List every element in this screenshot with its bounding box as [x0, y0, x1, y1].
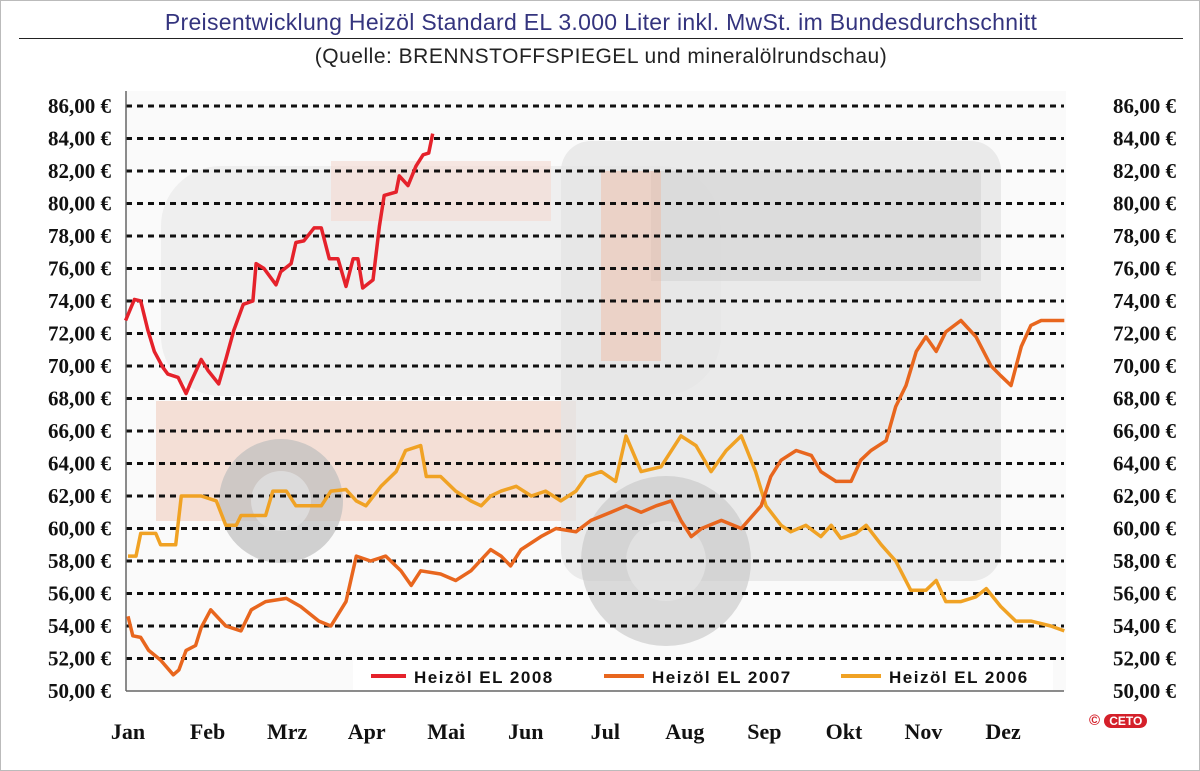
x-tick-label: Jul: [591, 719, 620, 744]
y-tick-label-left: 84,00 €: [48, 127, 112, 151]
y-tick-label-left: 54,00 €: [48, 614, 112, 638]
y-tick-label-left: 76,00 €: [48, 257, 112, 281]
y-tick-label-right: 76,00 €: [1113, 257, 1177, 281]
truck-background-image: [126, 91, 1066, 691]
y-tick-label-right: 56,00 €: [1113, 582, 1177, 606]
legend-label-2007: Heizöl EL 2007: [652, 668, 792, 687]
y-tick-label-right: 78,00 €: [1113, 224, 1177, 248]
x-tick-label: Jun: [508, 719, 543, 744]
series-line-2008: [123, 133, 435, 396]
y-tick-label-right: 50,00 €: [1113, 679, 1177, 703]
y-tick-label-left: 58,00 €: [48, 549, 112, 573]
legend-label-2006: Heizöl EL 2006: [889, 668, 1029, 687]
x-tick-label: Mai: [427, 719, 465, 744]
legend: Heizöl EL 2008 Heizöl EL 2007 Heizöl EL …: [353, 660, 1053, 690]
x-tick-label: Nov: [905, 719, 943, 744]
y-tick-label-right: 54,00 €: [1113, 614, 1177, 638]
x-tick-label: Aug: [665, 719, 704, 744]
y-tick-label-right: 66,00 €: [1113, 419, 1177, 443]
y-tick-label-left: 62,00 €: [48, 484, 112, 508]
copyright-logo: © CETO: [1089, 712, 1148, 729]
y-tick-label-right: 60,00 €: [1113, 517, 1177, 541]
x-tick-label: Feb: [190, 719, 225, 744]
title-underline: [19, 38, 1183, 39]
y-tick-label-right: 68,00 €: [1113, 387, 1177, 411]
y-tick-label-right: 58,00 €: [1113, 549, 1177, 573]
y-tick-label-left: 64,00 €: [48, 452, 112, 476]
series-line-2007: [126, 318, 1065, 677]
chart-subtitle: (Quelle: BRENNSTOFFSPIEGEL und mineralöl…: [314, 45, 888, 68]
y-tick-label-right: 82,00 €: [1113, 159, 1177, 183]
series-line-2006: [128, 434, 1065, 633]
chart-title: Preisentwicklung Heizöl Standard EL 3.00…: [164, 9, 1038, 35]
x-tick-label: Sep: [747, 719, 781, 744]
y-tick-label-left: 66,00 €: [48, 419, 112, 443]
y-tick-label-right: 72,00 €: [1113, 322, 1177, 346]
y-tick-label-left: 72,00 €: [48, 322, 112, 346]
legend-box: [353, 660, 1053, 690]
y-tick-label-left: 70,00 €: [48, 354, 112, 378]
y-tick-label-left: 80,00 €: [48, 192, 112, 216]
y-tick-label-left: 86,00 €: [48, 94, 112, 118]
legend-label-2008: Heizöl EL 2008: [414, 668, 554, 687]
y-tick-label-right: 84,00 €: [1113, 127, 1177, 151]
y-tick-label-right: 62,00 €: [1113, 484, 1177, 508]
y-tick-label-right: 70,00 €: [1113, 354, 1177, 378]
copyright-icon: ©: [1089, 712, 1101, 729]
logo-text: CETO: [1104, 714, 1148, 728]
y-tick-label-right: 86,00 €: [1113, 94, 1177, 118]
x-tick-label: Mrz: [267, 719, 308, 744]
x-tick-label: Jan: [111, 719, 145, 744]
x-tick-label: Apr: [348, 719, 386, 744]
y-tick-label-left: 68,00 €: [48, 387, 112, 411]
y-tick-label-left: 82,00 €: [48, 159, 112, 183]
x-tick-label: Dez: [985, 719, 1021, 744]
y-tick-label-left: 50,00 €: [48, 679, 112, 703]
y-tick-label-left: 56,00 €: [48, 582, 112, 606]
x-tick-label: Okt: [826, 719, 863, 744]
y-tick-label-right: 52,00 €: [1113, 647, 1177, 671]
y-tick-label-left: 60,00 €: [48, 517, 112, 541]
y-tick-label-right: 74,00 €: [1113, 289, 1177, 313]
y-tick-label-right: 64,00 €: [1113, 452, 1177, 476]
y-tick-label-left: 52,00 €: [48, 647, 112, 671]
y-tick-label-left: 74,00 €: [48, 289, 112, 313]
y-tick-label-right: 80,00 €: [1113, 192, 1177, 216]
y-tick-label-left: 78,00 €: [48, 224, 112, 248]
